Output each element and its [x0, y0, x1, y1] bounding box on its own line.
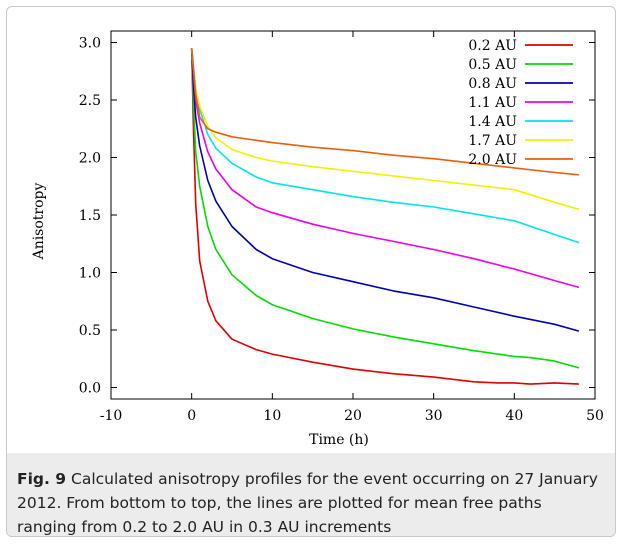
x-tick-label: 0 [187, 408, 196, 424]
y-tick-label: 1.0 [79, 266, 101, 282]
legend-label: 1.1 AU [468, 95, 517, 111]
legend: 0.2 AU 0.5 AU 0.8 AU 1.1 AU 1.4 AU 1.7 AU 2.0 … [468, 38, 573, 168]
x-tick-label: 50 [586, 408, 604, 424]
y-tick-label: 0.5 [79, 323, 101, 339]
plot-border [110, 30, 596, 400]
figure-caption: Fig. 9 Calculated anisotropy profiles fo… [7, 453, 615, 536]
series-line-6 [190, 48, 580, 211]
legend-label: 0.8 AU [468, 76, 517, 92]
y-tick-label: 1.5 [79, 208, 101, 224]
x-tick-label: 20 [344, 408, 362, 424]
y-tick-label: 2.0 [79, 151, 101, 167]
figure-frame: -10 0 10 20 30 40 50 0.0 0.5 1.0 1.5 2.0 2.5 3.0 0.2 … [6, 6, 616, 537]
legend-label: 1.7 AU [468, 133, 517, 149]
axes: -10 0 10 20 30 40 50 0.0 0.5 1.0 1.5 2.0 2.5 3.0 [79, 30, 604, 424]
x-tick-label: 30 [425, 408, 443, 424]
series-line-5 [190, 48, 580, 244]
legend-label: 1.4 AU [468, 114, 517, 130]
caption-text: Calculated anisotropy profiles for the e… [17, 470, 598, 536]
series-line-2 [190, 48, 580, 369]
series-lines [190, 48, 580, 385]
x-tick-label: -10 [100, 408, 123, 424]
series-line-7 [190, 48, 579, 176]
x-tick-label: 10 [263, 408, 281, 424]
chart-svg: -10 0 10 20 30 40 50 0.0 0.5 1.0 1.5 2.0 2.5 3.0 0.2 … [31, 30, 604, 448]
y-tick-label: 3.0 [79, 36, 101, 52]
caption-label: Fig. 9 [17, 470, 67, 488]
x-tick-label: 40 [505, 408, 523, 424]
legend-label: 2.0 AU [468, 152, 517, 168]
y-tick-label: 0.0 [79, 381, 101, 397]
y-axis-label: Anisotropy [31, 182, 47, 260]
legend-label: 0.5 AU [468, 57, 517, 73]
x-axis-label: Time (h) [309, 432, 369, 448]
y-tick-label: 2.5 [79, 93, 101, 109]
series-line-4 [190, 48, 580, 289]
series-line-3 [190, 48, 580, 332]
series-line-1 [190, 48, 579, 385]
legend-label: 0.2 AU [468, 38, 517, 54]
chart: -10 0 10 20 30 40 50 0.0 0.5 1.0 1.5 2.0 2.5 3.0 0.2 … [7, 7, 615, 453]
